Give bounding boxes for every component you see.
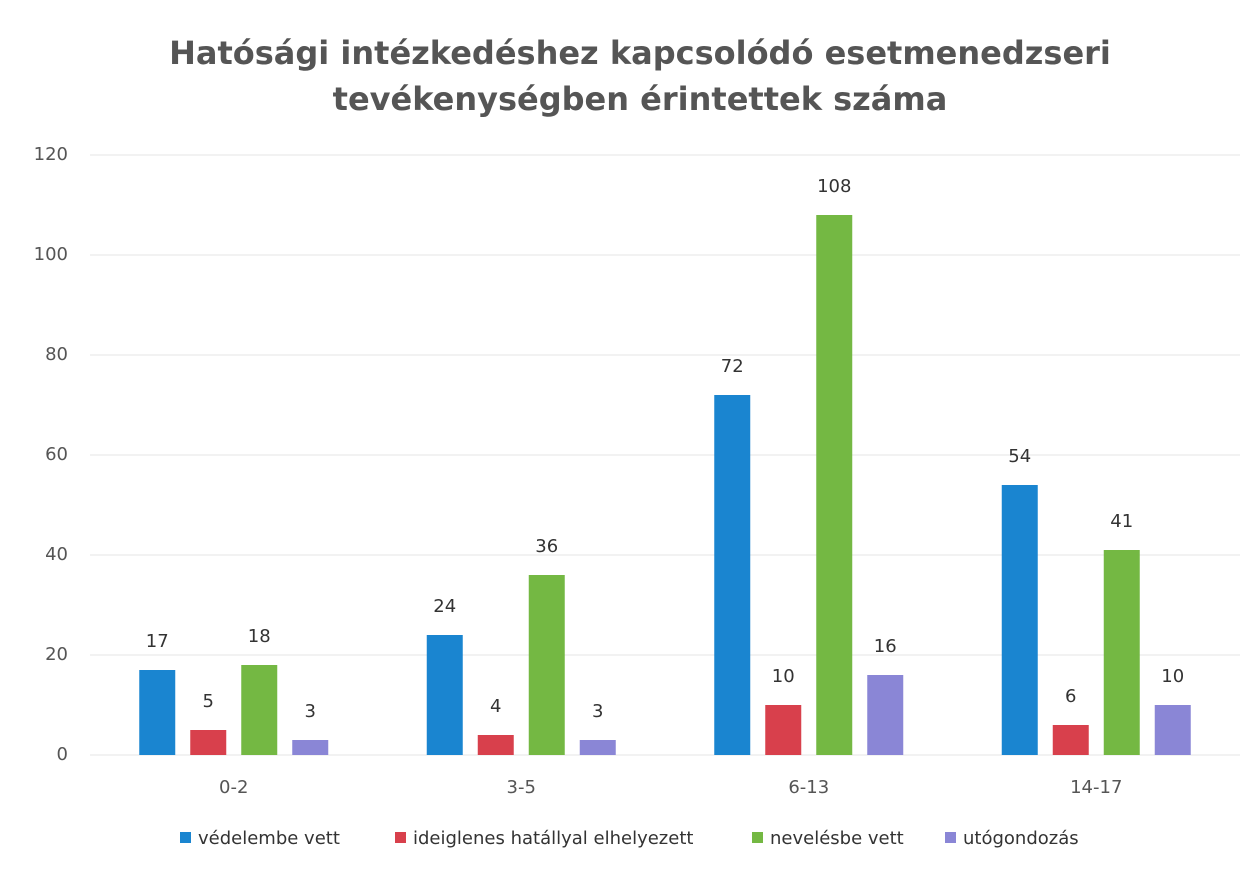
legend-label: nevelésbe vett: [770, 828, 904, 849]
bar: [139, 670, 176, 755]
legend-label: védelembe vett: [198, 828, 340, 849]
value-label: 3: [592, 701, 603, 722]
legend-swatch: [395, 832, 406, 843]
value-label: 4: [490, 696, 501, 717]
legend-swatch: [180, 832, 191, 843]
y-tick-label: 80: [45, 344, 68, 365]
value-label: 5: [203, 691, 214, 712]
value-label: 17: [146, 631, 169, 652]
legend-label: utógondozás: [963, 828, 1079, 849]
value-label: 54: [1008, 446, 1031, 467]
legend-label: ideiglenes hatállyal elhelyezett: [413, 828, 693, 849]
bar: [528, 575, 565, 755]
bar: [816, 215, 853, 755]
value-label: 108: [817, 176, 851, 197]
value-label: 3: [305, 701, 316, 722]
bar: [190, 730, 227, 755]
bar: [579, 740, 616, 755]
bar: [765, 705, 802, 755]
bar: [714, 395, 751, 755]
legend-swatch: [945, 832, 956, 843]
bar: [1154, 705, 1191, 755]
y-tick-label: 120: [34, 144, 68, 165]
x-tick-label: 14-17: [1070, 777, 1122, 798]
legend-swatch: [752, 832, 763, 843]
bar: [292, 740, 329, 755]
chart-title: Hatósági intézkedéshez kapcsolódó esetme…: [169, 34, 1111, 118]
value-label: 72: [721, 356, 744, 377]
y-tick-label: 0: [57, 744, 68, 765]
bar: [1103, 550, 1140, 755]
bar: [1001, 485, 1038, 755]
x-tick-label: 3-5: [507, 777, 536, 798]
value-label: 36: [535, 536, 558, 557]
value-label: 24: [433, 596, 456, 617]
value-label: 18: [248, 626, 271, 647]
y-tick-label: 60: [45, 444, 68, 465]
x-tick-label: 6-13: [788, 777, 829, 798]
bar: [867, 675, 904, 755]
bar: [1052, 725, 1089, 755]
x-tick-label: 0-2: [219, 777, 248, 798]
value-label: 10: [1161, 666, 1184, 687]
value-label: 6: [1065, 686, 1076, 707]
y-tick-label: 40: [45, 544, 68, 565]
y-tick-label: 20: [45, 644, 68, 665]
value-label: 16: [874, 636, 897, 657]
y-tick-label: 100: [34, 244, 68, 265]
value-label: 41: [1110, 511, 1133, 532]
value-label: 10: [772, 666, 795, 687]
bar: [426, 635, 463, 755]
bar: [477, 735, 514, 755]
bar: [241, 665, 278, 755]
